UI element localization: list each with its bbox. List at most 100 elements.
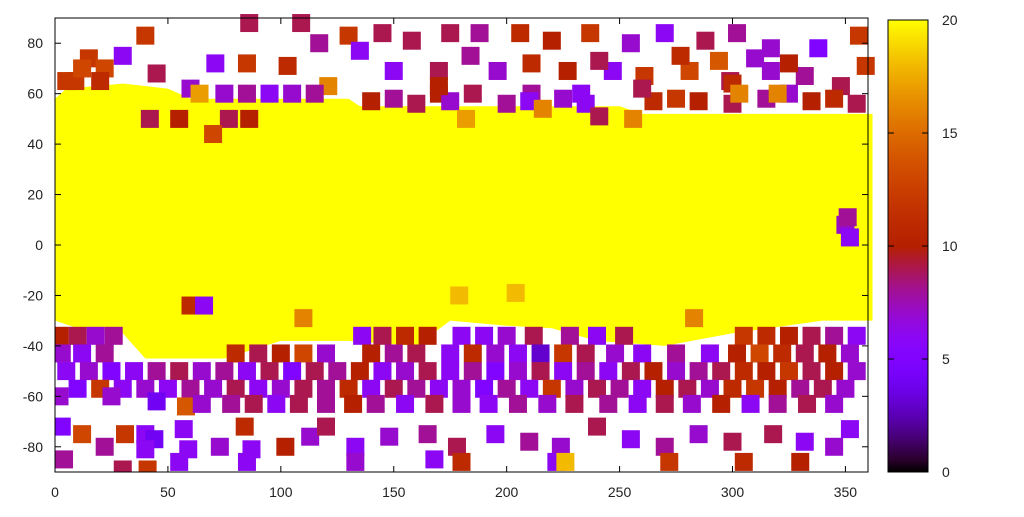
data-point (244, 394, 263, 413)
data-point (267, 394, 286, 413)
data-point (317, 379, 335, 398)
data-point (452, 326, 471, 345)
data-point (206, 54, 225, 73)
data-point (204, 125, 223, 144)
data-point (838, 208, 857, 227)
data-point (429, 77, 448, 96)
data-point (551, 437, 570, 456)
data-point (113, 460, 132, 472)
data-point (700, 379, 719, 398)
data-point (680, 61, 699, 80)
data-point (533, 99, 552, 118)
data-point (678, 379, 697, 398)
data-point (292, 14, 311, 33)
data-point (588, 417, 606, 436)
data-point (590, 107, 609, 126)
data-point (384, 344, 403, 363)
colorbar-tick-label: 10 (942, 238, 958, 254)
data-point (283, 84, 302, 103)
data-point (174, 420, 193, 439)
data-point (531, 362, 550, 381)
data-point (305, 362, 324, 381)
data-point (520, 432, 539, 451)
data-point (723, 432, 742, 451)
data-point (486, 344, 505, 363)
data-point (219, 109, 238, 128)
data-point (840, 420, 859, 439)
data-point (104, 326, 123, 345)
data-point (486, 362, 505, 381)
data-point (682, 394, 701, 413)
data-point (779, 362, 798, 381)
data-point (741, 394, 760, 413)
data-point (170, 362, 189, 381)
data-point (136, 26, 155, 45)
data-point (603, 61, 622, 80)
data-point (319, 77, 338, 96)
data-point (116, 425, 135, 444)
data-point (346, 452, 365, 471)
data-point (508, 344, 527, 363)
data-point (849, 26, 868, 45)
data-point (396, 362, 415, 381)
data-point (407, 379, 426, 398)
data-point (588, 379, 606, 398)
data-point (73, 344, 92, 363)
data-point (317, 417, 335, 436)
data-point (102, 387, 121, 406)
data-point (362, 92, 381, 111)
data-point (779, 54, 798, 73)
data-point (57, 72, 76, 91)
data-point (840, 344, 859, 363)
data-point (429, 61, 448, 80)
data-point (560, 326, 579, 345)
data-point (102, 362, 121, 381)
data-point (289, 394, 308, 413)
data-point (418, 326, 437, 345)
data-point (768, 84, 787, 103)
data-point (339, 26, 358, 45)
data-point (847, 94, 866, 113)
data-point (237, 84, 256, 103)
data-point (463, 362, 482, 381)
data-point (407, 344, 426, 363)
data-point (633, 79, 652, 98)
x-tick-label: 300 (721, 484, 745, 500)
data-point (497, 379, 516, 398)
data-point (621, 430, 640, 449)
data-point (809, 39, 828, 58)
data-point (452, 452, 471, 471)
y-tick-label: 80 (27, 35, 43, 51)
data-point (818, 344, 837, 363)
data-point (317, 394, 335, 413)
data-point (170, 109, 189, 128)
data-point (734, 452, 753, 471)
data-point (856, 56, 875, 75)
data-point (750, 344, 769, 363)
data-point (170, 452, 189, 471)
data-point (222, 394, 241, 413)
data-point (644, 362, 663, 381)
data-point (425, 394, 444, 413)
y-axis: -80 -60 -40 -20 0 20 40 60 80 (23, 35, 868, 455)
x-tick-label: 350 (834, 484, 858, 500)
data-point (396, 326, 415, 345)
data-point (384, 379, 403, 398)
data-point (840, 228, 859, 247)
data-point (791, 452, 810, 471)
data-point (522, 54, 541, 73)
data-point (508, 362, 527, 381)
data-point (554, 362, 573, 381)
data-point (506, 283, 525, 302)
data-point (825, 437, 844, 456)
data-point (125, 362, 144, 381)
data-point (497, 326, 516, 345)
data-point (590, 51, 609, 70)
data-point (407, 94, 426, 113)
data-point (450, 286, 469, 305)
data-point (723, 379, 742, 398)
data-point (350, 362, 369, 381)
data-point (621, 34, 640, 53)
data-point (113, 46, 132, 65)
data-point (176, 397, 195, 416)
